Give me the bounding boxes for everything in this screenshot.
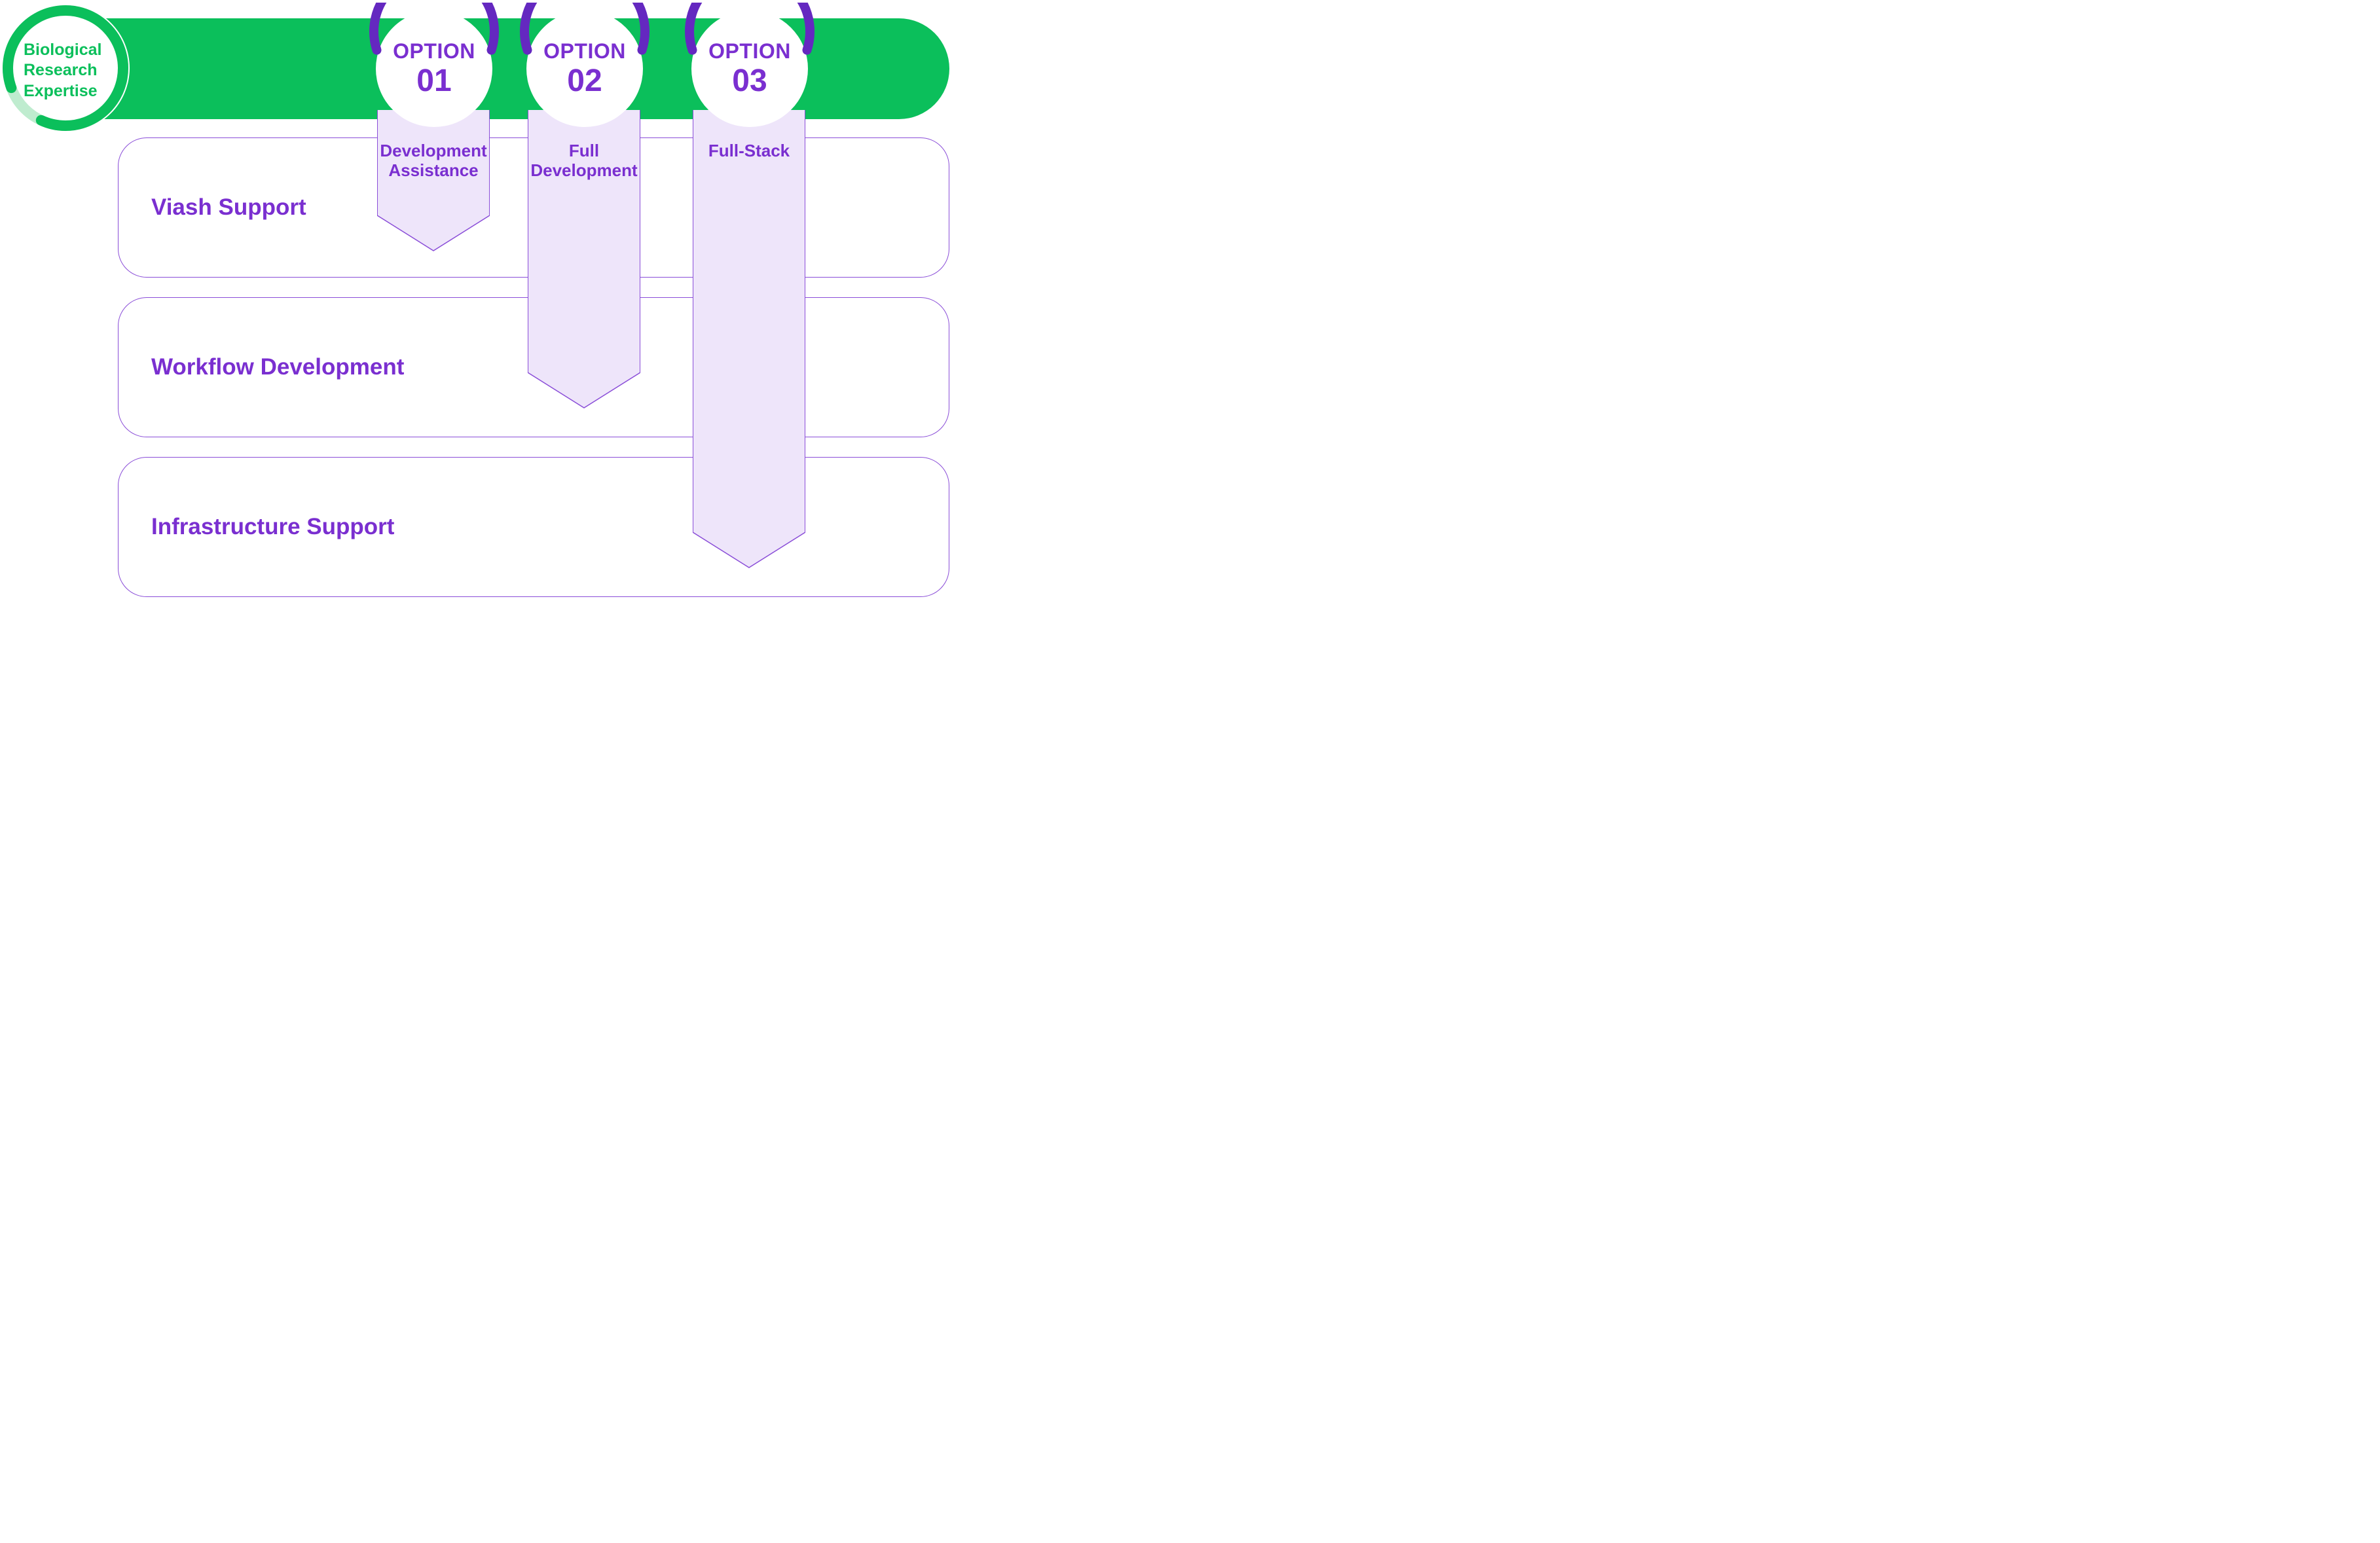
option-02-sub-line1: Full [569,141,599,160]
bio-label: Biological Research Expertise [24,40,101,101]
option-03-sub-label: Full-Stack [693,141,805,161]
option-03-word: OPTION [708,41,791,63]
option-01-word: OPTION [393,41,475,63]
option-01-sub-line2: Assistance [388,160,478,180]
option-02-circle: OPTION 02 [519,3,651,135]
option-01-sub-label: Development Assistance [378,141,489,181]
row-label-infra: Infrastructure Support [151,514,394,540]
option-02-word: OPTION [543,41,626,63]
row-label-viash: Viash Support [151,194,306,221]
bio-expertise-circle: Biological Research Expertise [1,4,130,132]
option-03-num: 03 [732,65,767,97]
option-03-sub-line1: Full-Stack [708,141,790,160]
option-02-text: OPTION 02 [519,3,651,135]
bio-label-line3: Expertise [24,82,98,100]
bio-label-line1: Biological [24,41,101,59]
row-infra-support: Infrastructure Support [118,457,949,597]
option-02-shaft: Full Development [528,110,640,373]
option-03-circle: OPTION 03 [684,3,816,135]
option-01-sub-line1: Development [380,141,486,160]
bio-label-line2: Research [24,61,98,79]
option-02-sub-label: Full Development [528,141,640,181]
option-01-circle: OPTION 01 [368,3,500,135]
option-03-shaft: Full-Stack [693,110,805,533]
option-01-text: OPTION 01 [368,3,500,135]
option-03-arrowhead [693,532,805,569]
diagram-canvas: Viash Support Workflow Development Infra… [0,0,969,628]
option-02-num: 02 [567,65,602,97]
option-01-arrowhead [377,215,490,252]
option-01-num: 01 [416,65,451,97]
option-02-sub-line2: Development [530,160,637,180]
option-03-text: OPTION 03 [684,3,816,135]
row-label-workflow: Workflow Development [151,354,404,380]
option-02-arrowhead [528,372,640,409]
